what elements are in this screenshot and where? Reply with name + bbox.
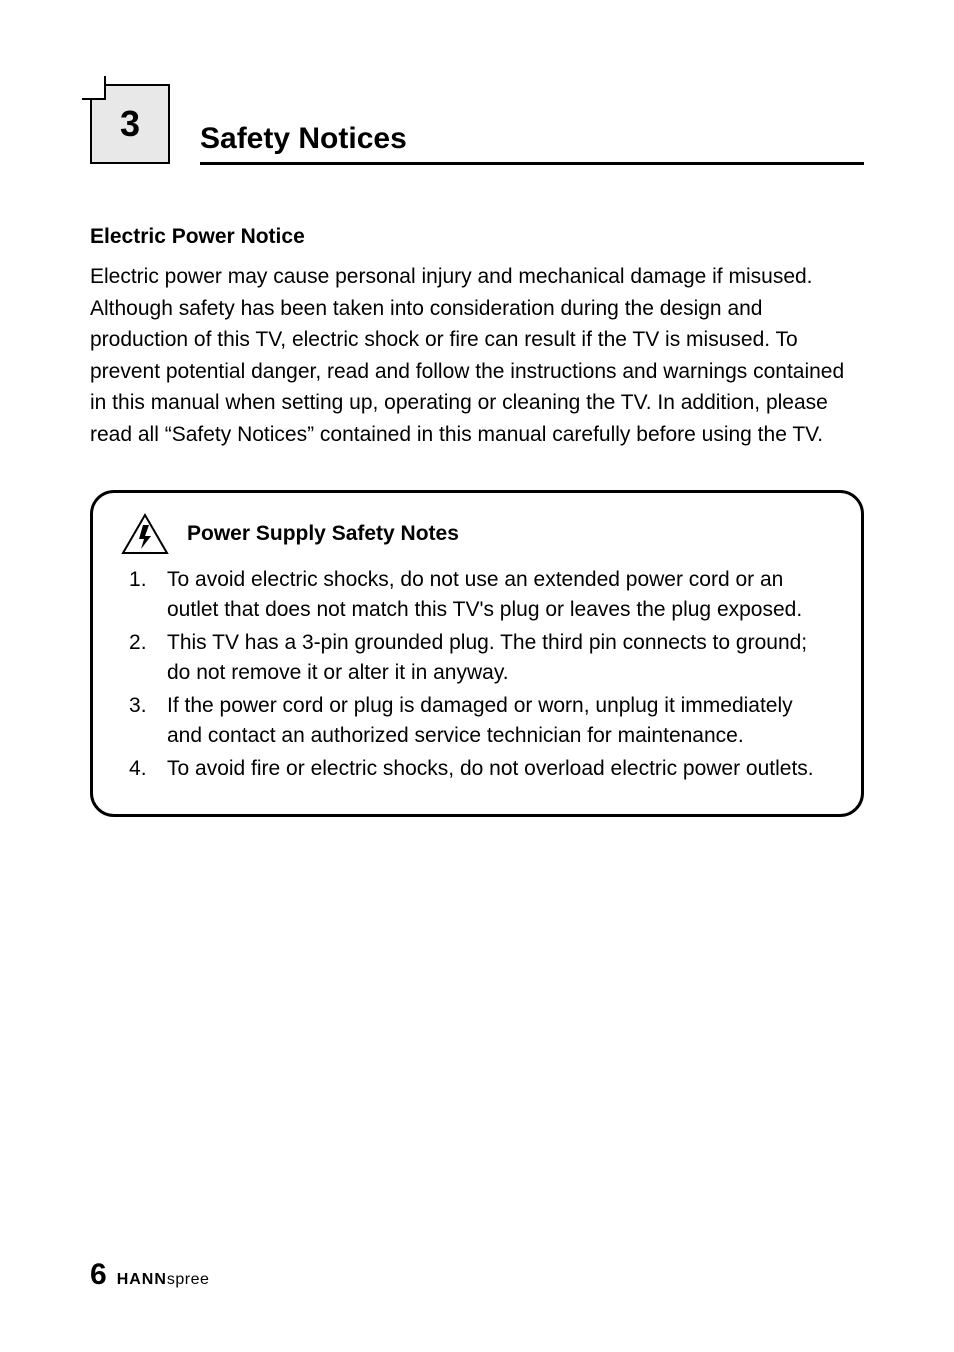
brand-bold-part: HANN (117, 1271, 167, 1288)
section-header: 3 Safety Notices (90, 90, 864, 165)
lightning-warning-icon (121, 513, 169, 555)
section-number-box: 3 (90, 84, 170, 164)
body-paragraph: Electric power may cause personal injury… (90, 261, 864, 450)
section-title-wrap: Safety Notices (200, 90, 864, 165)
brand-light-part: spree (167, 1271, 210, 1288)
list-item: If the power cord or plug is damaged or … (121, 691, 833, 752)
brand-logo: HANNspree (117, 1271, 210, 1289)
list-item: To avoid fire or electric shocks, do not… (121, 754, 833, 784)
page-number: 6 (90, 1258, 107, 1292)
callout-list: To avoid electric shocks, do not use an … (121, 565, 833, 784)
list-item: To avoid electric shocks, do not use an … (121, 565, 833, 626)
callout-title: Power Supply Safety Notes (187, 522, 459, 546)
callout-header: Power Supply Safety Notes (121, 513, 833, 555)
section-title: Safety Notices (200, 122, 407, 155)
safety-callout-box: Power Supply Safety Notes To avoid elect… (90, 490, 864, 817)
list-item: This TV has a 3-pin grounded plug. The t… (121, 628, 833, 689)
subsection-title: Electric Power Notice (90, 225, 864, 249)
section-number: 3 (120, 103, 140, 145)
page-footer: 6 HANNspree (90, 1258, 209, 1292)
